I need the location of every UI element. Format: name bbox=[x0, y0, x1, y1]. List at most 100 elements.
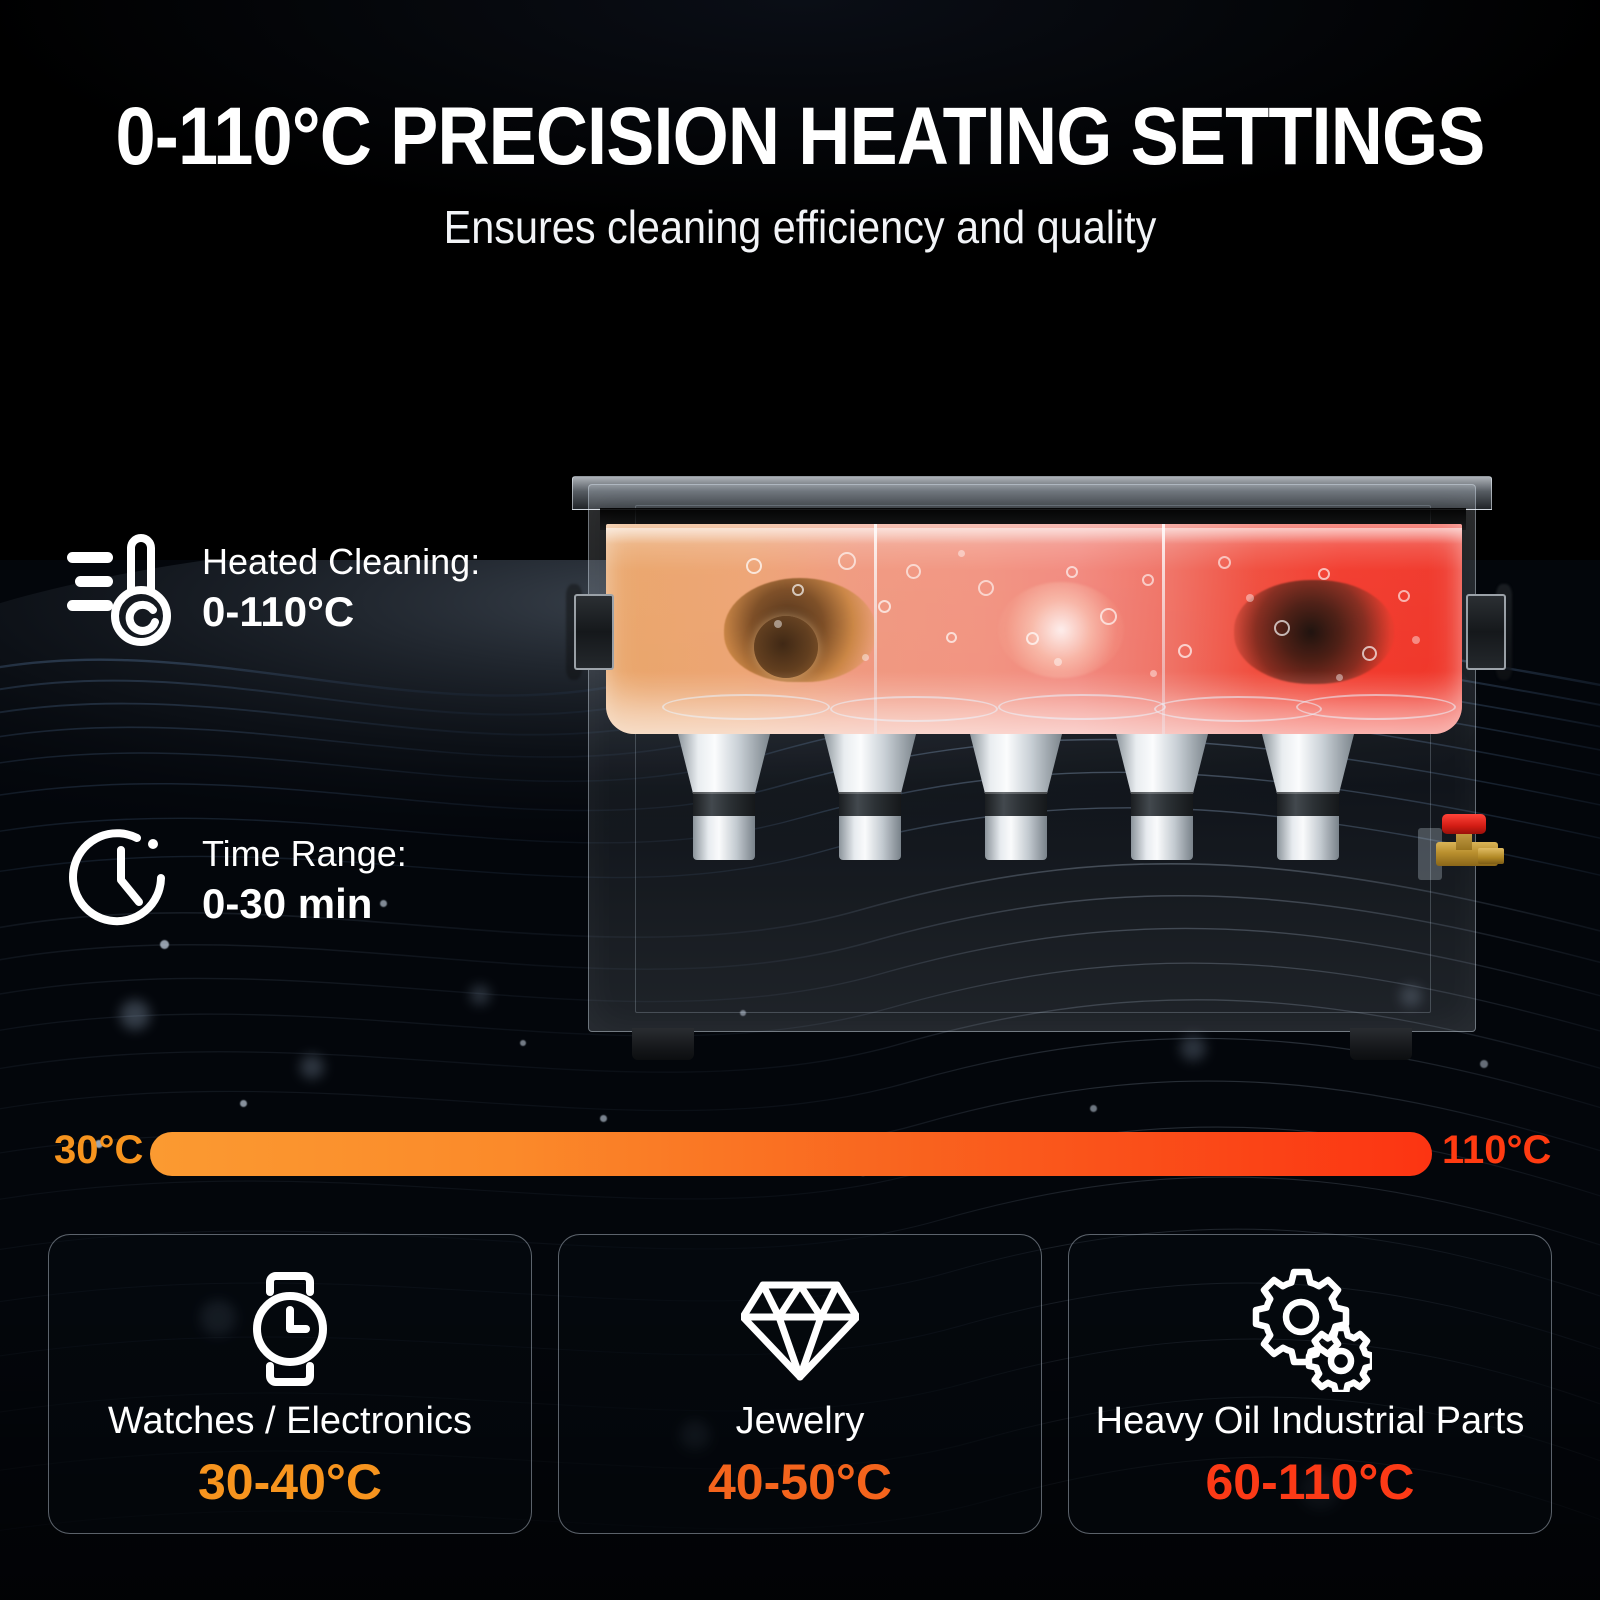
temperature-zone-divider bbox=[1162, 524, 1165, 734]
drain-valve[interactable] bbox=[1418, 814, 1510, 888]
bubble bbox=[1362, 646, 1377, 661]
feature-text-group: Time Range: 0-30 min bbox=[202, 831, 407, 929]
bubble bbox=[1178, 644, 1192, 658]
card-temperature-value: 60-110°C bbox=[1205, 1453, 1415, 1510]
bubble bbox=[1398, 590, 1410, 602]
bubble bbox=[878, 600, 891, 613]
watch-icon bbox=[237, 1263, 343, 1395]
bubble bbox=[1412, 636, 1420, 644]
ultrasonic-ripple bbox=[1296, 694, 1456, 720]
gears-icon bbox=[1248, 1263, 1372, 1395]
transducer-band bbox=[985, 792, 1047, 818]
bubble bbox=[1026, 632, 1039, 645]
bubble bbox=[1054, 658, 1062, 666]
bubble bbox=[978, 580, 994, 596]
diamond-icon bbox=[741, 1263, 859, 1395]
bokeh-dot bbox=[1180, 1035, 1206, 1061]
bubble bbox=[774, 620, 782, 628]
heavy-oil-residue bbox=[1234, 580, 1394, 684]
header: 0-110°C PRECISION HEATING SETTINGS Ensur… bbox=[0, 0, 1600, 254]
background-top-glow bbox=[0, 0, 1600, 430]
housing-foot bbox=[632, 1028, 694, 1060]
bokeh-dot bbox=[240, 1100, 247, 1107]
transducer-body bbox=[693, 816, 755, 860]
bubble bbox=[1318, 568, 1330, 580]
transducer-band bbox=[1131, 792, 1193, 818]
bubble bbox=[1336, 674, 1343, 681]
card-jewelry[interactable]: Jewelry 40-50°C bbox=[558, 1234, 1042, 1534]
transducer-body bbox=[985, 816, 1047, 860]
tank-glass-veil bbox=[606, 524, 1462, 734]
bokeh-dot bbox=[160, 940, 169, 949]
feature-time-range: Time Range: 0-30 min bbox=[62, 820, 532, 940]
bokeh-dot bbox=[120, 1000, 150, 1030]
housing-foot bbox=[1350, 1028, 1412, 1060]
card-watches-electronics[interactable]: Watches / Electronics 30-40°C bbox=[48, 1234, 532, 1534]
bokeh-dot bbox=[380, 900, 387, 907]
ultrasonic-transducer bbox=[1256, 734, 1360, 860]
bokeh-dot bbox=[1480, 1060, 1488, 1068]
clock-icon bbox=[62, 820, 180, 940]
bubble bbox=[1218, 556, 1231, 569]
temperature-scale: 30°C 110°C bbox=[0, 1124, 1600, 1186]
bubble bbox=[958, 550, 965, 557]
bokeh-dot bbox=[1090, 1105, 1097, 1112]
feature-value: 0-110°C bbox=[202, 588, 355, 636]
bubble bbox=[862, 654, 869, 661]
bubble bbox=[946, 632, 957, 643]
valve-spout bbox=[1478, 848, 1504, 864]
bubble bbox=[906, 564, 921, 579]
feature-value: 0-30 min bbox=[202, 880, 373, 928]
temperature-gradient-bar bbox=[150, 1132, 1432, 1176]
cavitation-swirl bbox=[998, 582, 1124, 678]
transducer-cone bbox=[824, 734, 916, 796]
feature-label: Heated Cleaning: bbox=[202, 540, 481, 582]
valve-handle[interactable] bbox=[1442, 814, 1486, 834]
valve-stem bbox=[1456, 830, 1472, 850]
card-title: Heavy Oil Industrial Parts bbox=[1095, 1400, 1525, 1442]
bubble bbox=[746, 558, 762, 574]
feature-label: Time Range: bbox=[202, 832, 407, 874]
page-subtitle: Ensures cleaning efficiency and quality bbox=[443, 201, 1157, 253]
heated-liquid-tank bbox=[606, 524, 1462, 734]
feature-text-group: Heated Cleaning: 0-110°C bbox=[202, 539, 480, 637]
card-temperature-value: 40-50°C bbox=[708, 1453, 892, 1510]
transducer-cone bbox=[1116, 734, 1208, 796]
card-title: Watches / Electronics bbox=[108, 1400, 472, 1442]
transducer-band bbox=[1277, 792, 1339, 818]
submerged-watch-face bbox=[754, 616, 818, 678]
feature-list: Heated Cleaning: 0-110°C Time Range: 0-3… bbox=[62, 528, 532, 940]
bubble bbox=[1274, 620, 1290, 636]
ultrasonic-transducer bbox=[1110, 734, 1214, 860]
application-cards: Watches / Electronics 30-40°C Jewelry 40… bbox=[48, 1234, 1552, 1534]
bubble bbox=[1142, 574, 1154, 586]
ultrasonic-ripple bbox=[830, 696, 998, 722]
temp-max-label: 110°C bbox=[1442, 1128, 1552, 1172]
bubble bbox=[1150, 670, 1157, 677]
card-heavy-oil-industrial-parts[interactable]: Heavy Oil Industrial Parts 60-110°C bbox=[1068, 1234, 1552, 1534]
bokeh-dot bbox=[520, 1040, 526, 1046]
feature-heated-cleaning: Heated Cleaning: 0-110°C bbox=[62, 528, 532, 648]
bokeh-dot bbox=[95, 1140, 103, 1148]
page-title: 0-110°C PRECISION HEATING SETTINGS bbox=[115, 91, 1486, 182]
transducer-band bbox=[839, 792, 901, 818]
ultrasonic-transducer bbox=[672, 734, 776, 860]
bokeh-dot bbox=[740, 1010, 746, 1016]
bubble bbox=[838, 552, 856, 570]
bubble bbox=[1066, 566, 1078, 578]
card-temperature-value: 30-40°C bbox=[198, 1453, 382, 1510]
temp-min-label: 30°C bbox=[54, 1128, 144, 1172]
carry-handle-right[interactable] bbox=[1466, 594, 1506, 670]
transducer-cone bbox=[970, 734, 1062, 796]
ultrasonic-ripple bbox=[662, 694, 830, 720]
bokeh-dot bbox=[300, 1055, 324, 1079]
transducer-body bbox=[839, 816, 901, 860]
bubble bbox=[1100, 608, 1117, 625]
bubble bbox=[1246, 594, 1254, 602]
tank-rim bbox=[572, 476, 1492, 510]
thermometer-heat-icon bbox=[62, 528, 180, 648]
transducer-cone bbox=[1262, 734, 1354, 796]
card-title: Jewelry bbox=[735, 1400, 865, 1442]
product-illustration bbox=[560, 462, 1520, 1062]
carry-handle-left[interactable] bbox=[574, 594, 614, 670]
